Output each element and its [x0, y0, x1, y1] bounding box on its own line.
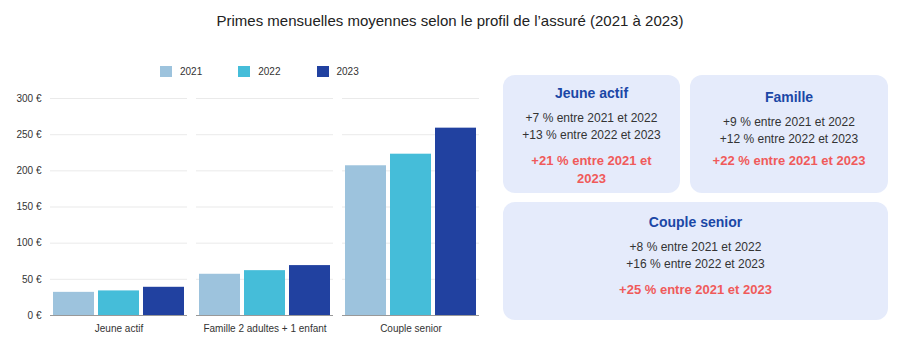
html-text:+8 % entre 2021 et 2022: +8 % entre 2021 et 2022	[629, 240, 762, 254]
html-text:+7 % entre 2021 et 2022: +7 % entre 2021 et 2022	[525, 111, 658, 125]
html-text:+12 % entre 2022 et 2023: +12 % entre 2022 et 2023	[719, 132, 859, 146]
html-text:+9 % entre 2021 et 2022: +9 % entre 2021 et 2022	[723, 115, 855, 129]
svg-text:0 €: 0 €	[28, 310, 42, 321]
html-text:+16 % entre 2022 et 2023: +16 % entre 2022 et 2023	[626, 257, 765, 271]
svg-text:250 €: 250 €	[16, 129, 41, 140]
html-text:Jeune actif: Jeune actif	[554, 85, 629, 101]
svg-text:100 €: 100 €	[16, 237, 41, 248]
svg-text:300 €: 300 €	[16, 93, 41, 104]
svg-text:150 €: 150 €	[16, 201, 41, 212]
html-text:2022: 2022	[258, 66, 281, 77]
html-text:Couple senior: Couple senior	[648, 214, 743, 230]
html-text:Primes mensuelles moyennes sel: Primes mensuelles moyennes selon le prof…	[216, 12, 684, 29]
html-text:+25 % entre 2021 et 2023: +25 % entre 2021 et 2023	[619, 282, 772, 297]
html-text:+13 % entre 2022 et 2023: +13 % entre 2022 et 2023	[522, 128, 661, 142]
html-text:Famille: Famille	[764, 89, 814, 105]
html-text:2021: 2021	[180, 66, 203, 77]
svg-text:200 €: 200 €	[16, 165, 41, 176]
html-text:+21 % entre 2021 et 2023: +21 % entre 2021 et 2023	[531, 153, 652, 186]
html-text:2023: 2023	[336, 66, 359, 77]
svg-text:50 €: 50 €	[22, 274, 42, 285]
svg-text:Famille 2 adultes + 1 enfant: Famille 2 adultes + 1 enfant	[203, 323, 326, 334]
svg-text:Jeune actif: Jeune actif	[95, 323, 144, 334]
html-text:+22 % entre 2021 et 2023: +22 % entre 2021 et 2023	[712, 153, 866, 168]
svg-text:Couple senior: Couple senior	[380, 323, 442, 334]
